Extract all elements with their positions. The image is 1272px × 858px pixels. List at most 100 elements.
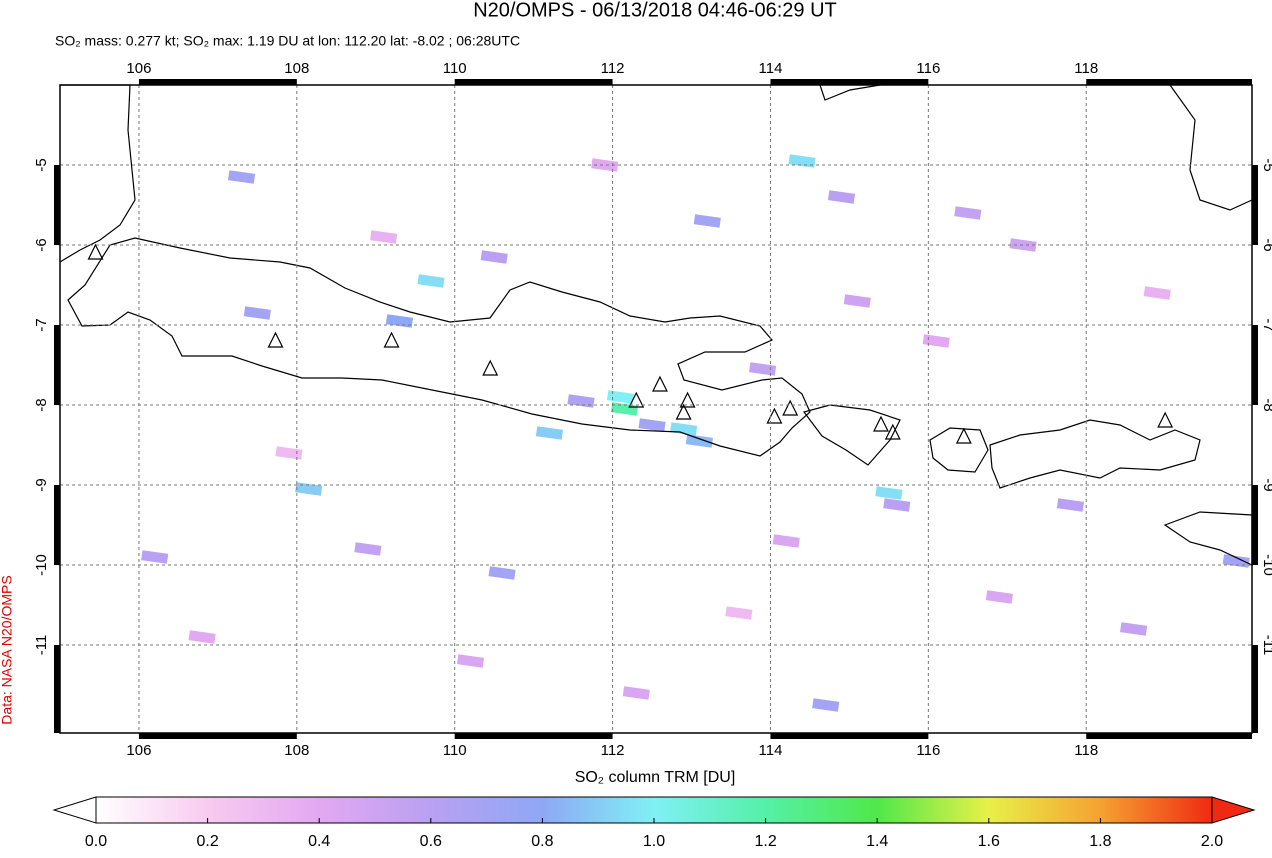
x-tick-label: 118 bbox=[1074, 60, 1098, 77]
colorbar-tick-label: 2.0 bbox=[1201, 833, 1223, 850]
x-tick-label: 110 bbox=[443, 60, 467, 77]
x-tick-label: 112 bbox=[601, 742, 625, 759]
volcano bbox=[1157, 411, 1174, 428]
y-tick-label: -7 bbox=[1260, 318, 1272, 331]
colorbar-tick-label: 1.0 bbox=[643, 833, 665, 850]
pixel-layer bbox=[141, 154, 1250, 712]
so2-pixel bbox=[875, 486, 903, 500]
subtitle: SO₂ mass: 0.277 kt; SO₂ max: 1.19 DU at … bbox=[55, 33, 520, 49]
y-tick-label: -10 bbox=[33, 554, 50, 576]
frame-segment bbox=[1252, 645, 1258, 733]
so2-pixel bbox=[227, 170, 256, 184]
volcano bbox=[267, 331, 284, 348]
x-tick-label: 106 bbox=[126, 60, 151, 77]
y-tick-label: -11 bbox=[33, 635, 50, 656]
so2-pixel bbox=[385, 314, 414, 328]
colorbar-tick-label: 1.2 bbox=[754, 833, 776, 850]
colorbar: 0.0 0.2 0.4 0.6 0.8 1.0 1.2 1.4 1.6 1.8 2.0 bbox=[52, 796, 1256, 850]
frame-segment bbox=[1252, 325, 1258, 405]
so2-pixel bbox=[370, 230, 398, 244]
so2-pixel bbox=[275, 446, 303, 460]
x-tick-label: 106 bbox=[126, 742, 151, 759]
volcano bbox=[675, 403, 692, 420]
so2-pixel bbox=[638, 418, 666, 432]
colorbar-tick-label: 0.8 bbox=[531, 833, 553, 850]
so2-pixel bbox=[827, 190, 856, 204]
frame-segment bbox=[54, 485, 60, 565]
y-tick-label: -6 bbox=[1260, 238, 1272, 251]
coastlines bbox=[59, 84, 1253, 566]
y-tick-label: -5 bbox=[33, 158, 50, 171]
x-tick-label: 116 bbox=[916, 60, 940, 77]
so2-pixel bbox=[812, 698, 840, 712]
colorbar-tick-label: 1.8 bbox=[1089, 833, 1111, 850]
axes: 106 106 108 108 110 110 112 112 114 114 116 116 118 1… bbox=[33, 60, 1272, 759]
volcano bbox=[87, 243, 104, 260]
colorbar-label: SO₂ column TRM [DU] bbox=[575, 769, 736, 786]
colorbar-extend-high bbox=[1211, 796, 1256, 824]
so2-pixel bbox=[610, 402, 638, 416]
source-label: Data: NASA N20/OMPS bbox=[0, 575, 15, 724]
so2-pixel bbox=[1056, 498, 1085, 512]
frame-segment bbox=[1252, 485, 1258, 565]
colorbar-tick-label: 0.2 bbox=[196, 833, 218, 850]
colorbar-tick-label: 0.6 bbox=[420, 833, 442, 850]
so2-pixel bbox=[772, 534, 800, 548]
coastline bbox=[819, 84, 881, 101]
so2-pixel bbox=[243, 306, 271, 320]
so2-pixel bbox=[685, 434, 713, 448]
so2-pixel bbox=[1009, 238, 1037, 252]
x-tick-label: 112 bbox=[601, 60, 625, 77]
so2-pixel bbox=[883, 498, 911, 512]
so2-pixel bbox=[622, 686, 650, 700]
volcano bbox=[679, 391, 696, 408]
volcano bbox=[651, 375, 668, 392]
volcano bbox=[955, 427, 972, 444]
so2-pixel bbox=[606, 390, 635, 404]
frame-segment bbox=[1252, 165, 1258, 245]
frame-segment bbox=[54, 325, 60, 405]
volcano bbox=[628, 391, 645, 408]
y-tick-label: -8 bbox=[1260, 398, 1272, 411]
y-tick-label: -10 bbox=[1260, 554, 1272, 576]
colorbar-tick-label: 1.4 bbox=[866, 833, 888, 850]
y-tick-label: -5 bbox=[1260, 158, 1272, 171]
frame-segment bbox=[1086, 79, 1252, 85]
so2-pixel bbox=[141, 550, 169, 564]
so2-pixel bbox=[1222, 554, 1250, 568]
frame-segment bbox=[138, 79, 297, 85]
y-tick-label: -6 bbox=[33, 238, 50, 251]
frame-segment bbox=[770, 733, 929, 739]
volcano bbox=[782, 399, 799, 416]
so2-pixel bbox=[295, 482, 323, 496]
volcano bbox=[873, 415, 889, 432]
x-tick-label: 116 bbox=[916, 742, 940, 759]
frame-segment bbox=[1086, 733, 1252, 739]
x-tick-label: 110 bbox=[443, 742, 467, 759]
so2-pixel bbox=[417, 274, 445, 288]
so2-pixel bbox=[843, 294, 871, 308]
frame-segment bbox=[54, 645, 60, 733]
coastline bbox=[929, 427, 989, 473]
y-tick-label: -7 bbox=[33, 318, 50, 331]
plot-frame bbox=[59, 84, 1253, 734]
so2-pixel bbox=[567, 394, 595, 408]
so2-pixel bbox=[480, 250, 508, 264]
y-tick-label: -9 bbox=[1260, 478, 1272, 491]
so2-pixel bbox=[535, 426, 563, 440]
x-tick-label: 114 bbox=[759, 60, 783, 77]
y-tick-label: -11 bbox=[1260, 635, 1272, 656]
colorbar-tick-label: 0.0 bbox=[85, 833, 107, 850]
coastline bbox=[989, 419, 1201, 489]
colorbar-extend-low bbox=[52, 796, 97, 824]
so2-pixel bbox=[591, 158, 619, 172]
frame-segment bbox=[454, 733, 613, 739]
frame-segment bbox=[454, 79, 613, 85]
x-tick-label: 114 bbox=[759, 742, 783, 759]
colorbar-tick-label: 0.4 bbox=[308, 833, 330, 850]
so2-pixel bbox=[985, 590, 1013, 604]
coastline bbox=[802, 404, 901, 466]
so2-pixel bbox=[354, 542, 382, 556]
x-tick-label: 108 bbox=[284, 60, 309, 77]
